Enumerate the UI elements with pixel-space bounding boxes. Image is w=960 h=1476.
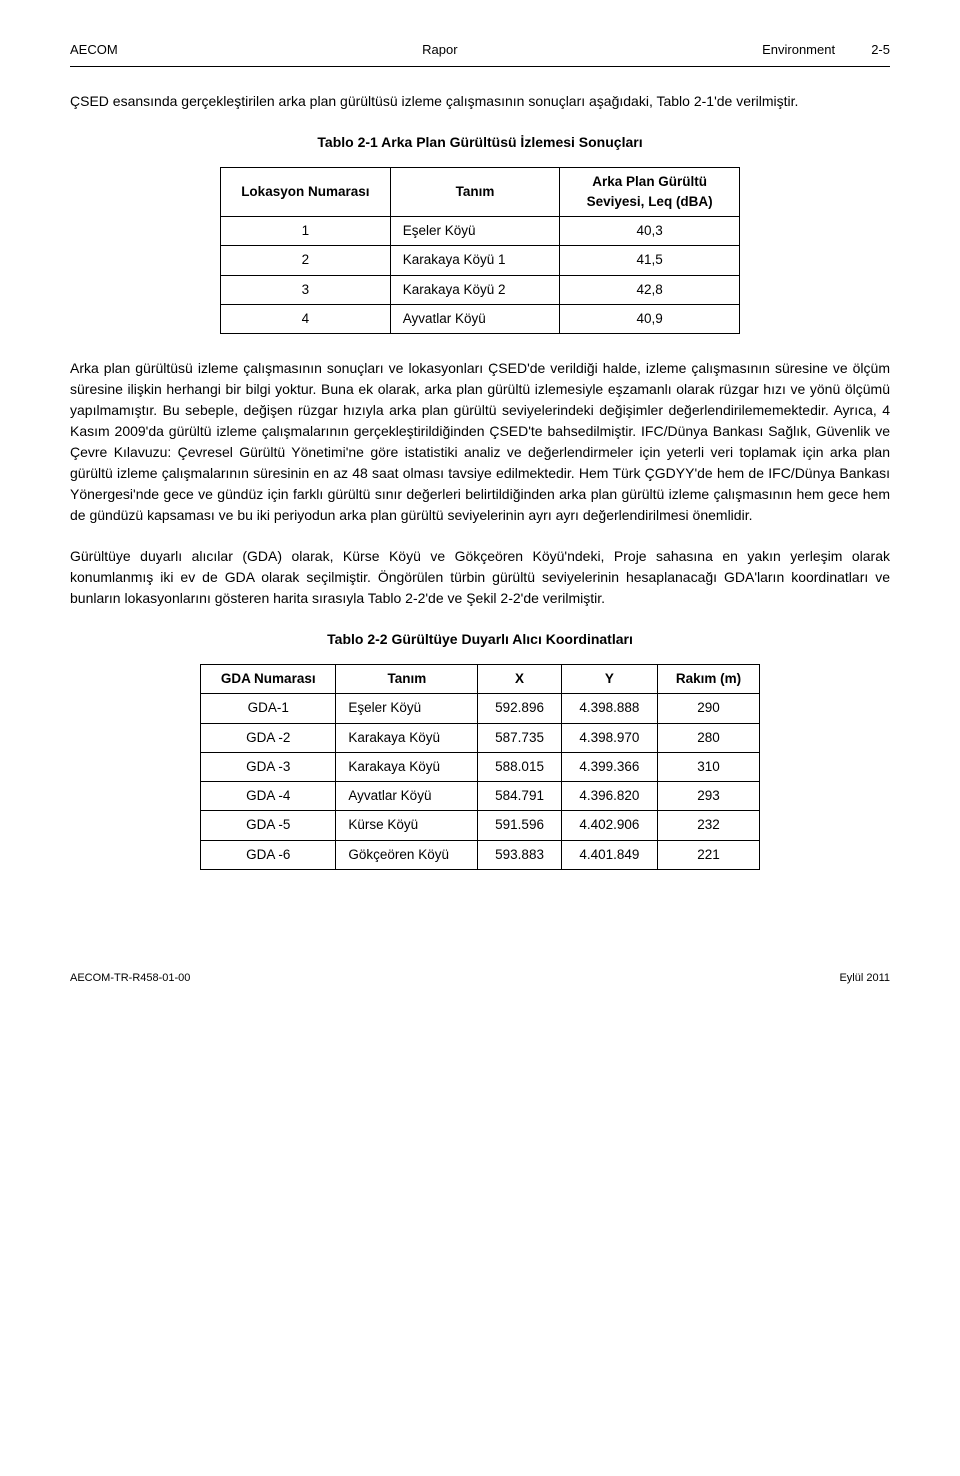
table-cell: GDA -2 [201,723,336,752]
table-cell: GDA -3 [201,752,336,781]
header-rule [70,66,890,67]
table-row: GDA-1Eşeler Köyü592.8964.398.888290 [201,694,760,723]
table-cell: 232 [657,811,759,840]
table-cell: Ayvatlar Köyü [390,304,560,333]
paragraph-intro: ÇSED esansında gerçekleştirilen arka pla… [70,91,890,112]
table-cell: 1 [221,217,391,246]
table-cell: 587.735 [478,723,561,752]
table-1-header-c1: Lokasyon Numarası [221,167,391,217]
table-cell: 41,5 [560,246,740,275]
header-page-number: 2-5 [871,42,890,57]
table-row: GDA -6Gökçeören Köyü593.8834.401.849221 [201,840,760,869]
table-cell: 4.399.366 [561,752,657,781]
table-2-header-c4: Y [561,665,657,694]
footer-left: AECOM-TR-R458-01-00 [70,970,190,987]
table-cell: Karakaya Köyü 1 [390,246,560,275]
table-2-header-c3: X [478,665,561,694]
paragraph-3: Gürültüye duyarlı alıcılar (GDA) olarak,… [70,546,890,609]
page-footer: AECOM-TR-R458-01-00 Eylül 2011 [70,970,890,987]
table-2-title: Tablo 2-2 Gürültüye Duyarlı Alıcı Koordi… [70,629,890,650]
table-row: GDA -3Karakaya Köyü588.0154.399.366310 [201,752,760,781]
table-cell: 4.402.906 [561,811,657,840]
table-cell: 290 [657,694,759,723]
table-1-header-c3: Arka Plan Gürültü Seviyesi, Leq (dBA) [560,167,740,217]
table-1: Lokasyon Numarası Tanım Arka Plan Gürült… [220,167,740,335]
table-row: GDA -5Kürse Köyü591.5964.402.906232 [201,811,760,840]
table-cell: 4 [221,304,391,333]
table-cell: 310 [657,752,759,781]
header-right: Environment 2-5 [762,40,890,60]
table-cell: 40,9 [560,304,740,333]
table-cell: Ayvatlar Köyü [336,782,478,811]
table-cell: GDA -6 [201,840,336,869]
footer-right: Eylül 2011 [839,970,890,987]
table-2-header-c1: GDA Numarası [201,665,336,694]
table-row: 2Karakaya Köyü 141,5 [221,246,740,275]
table-row: 3Karakaya Köyü 242,8 [221,275,740,304]
table-cell: Eşeler Köyü [336,694,478,723]
table-cell: 4.396.820 [561,782,657,811]
table-row: 1Eşeler Köyü40,3 [221,217,740,246]
table-cell: 593.883 [478,840,561,869]
paragraph-2: Arka plan gürültüsü izleme çalışmasının … [70,358,890,526]
table-cell: 592.896 [478,694,561,723]
table-cell: 3 [221,275,391,304]
table-cell: 2 [221,246,391,275]
table-cell: 4.401.849 [561,840,657,869]
table-cell: 4.398.888 [561,694,657,723]
table-1-header-c3b: Seviyesi, Leq (dBA) [587,194,713,209]
table-cell: Karakaya Köyü 2 [390,275,560,304]
table-cell: Kürse Köyü [336,811,478,840]
table-row: 4Ayvatlar Köyü40,9 [221,304,740,333]
table-1-title: Tablo 2-1 Arka Plan Gürültüsü İzlemesi S… [70,132,890,153]
table-cell: 591.596 [478,811,561,840]
table-cell: Eşeler Köyü [390,217,560,246]
table-cell: 42,8 [560,275,740,304]
table-cell: 221 [657,840,759,869]
table-cell: Gökçeören Köyü [336,840,478,869]
table-2-header-row: GDA Numarası Tanım X Y Rakım (m) [201,665,760,694]
table-cell: 584.791 [478,782,561,811]
header-left: AECOM [70,40,118,60]
table-row: GDA -2Karakaya Köyü587.7354.398.970280 [201,723,760,752]
table-cell: 293 [657,782,759,811]
table-1-header-c3a: Arka Plan Gürültü [592,174,707,189]
table-cell: 4.398.970 [561,723,657,752]
table-cell: 588.015 [478,752,561,781]
table-cell: Karakaya Köyü [336,723,478,752]
table-cell: 40,3 [560,217,740,246]
table-1-header-row: Lokasyon Numarası Tanım Arka Plan Gürült… [221,167,740,217]
table-row: GDA -4Ayvatlar Köyü584.7914.396.820293 [201,782,760,811]
table-2: GDA Numarası Tanım X Y Rakım (m) GDA-1Eş… [200,664,760,870]
header-center: Rapor [422,40,457,60]
header-right-label: Environment [762,42,835,57]
table-cell: GDA-1 [201,694,336,723]
table-cell: Karakaya Köyü [336,752,478,781]
table-cell: GDA -4 [201,782,336,811]
table-cell: GDA -5 [201,811,336,840]
table-1-header-c2: Tanım [390,167,560,217]
table-cell: 280 [657,723,759,752]
page-header: AECOM Rapor Environment 2-5 [70,40,890,60]
table-2-header-c5: Rakım (m) [657,665,759,694]
table-2-header-c2: Tanım [336,665,478,694]
